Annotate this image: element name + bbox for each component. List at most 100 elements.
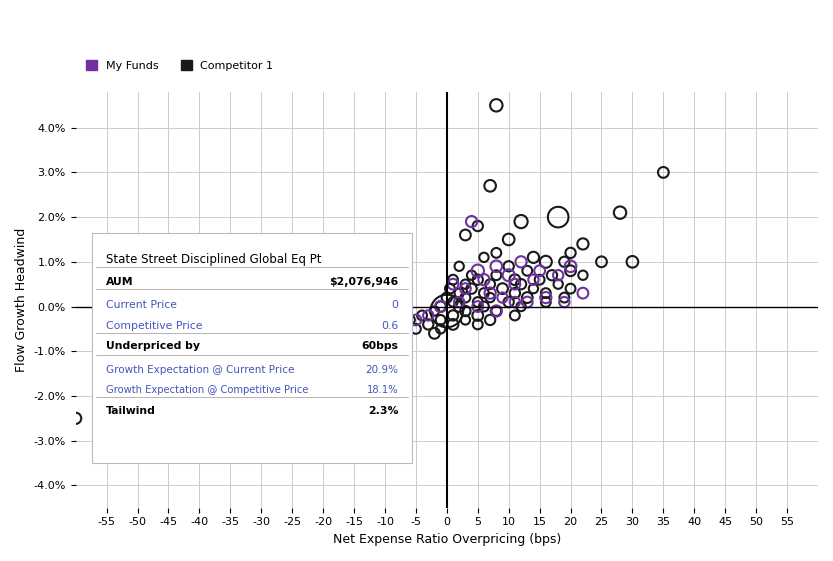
Point xyxy=(539,297,552,306)
Text: 2.3%: 2.3% xyxy=(367,406,398,416)
Point xyxy=(515,217,528,226)
Point xyxy=(508,311,521,320)
Point xyxy=(521,293,534,302)
Point xyxy=(443,284,456,293)
X-axis label: Net Expense Ratio Overpricing (bps): Net Expense Ratio Overpricing (bps) xyxy=(332,533,561,546)
Point xyxy=(465,271,478,280)
Point xyxy=(385,333,398,342)
Point xyxy=(656,168,670,177)
Point xyxy=(508,280,521,289)
Point xyxy=(471,320,485,329)
Point xyxy=(292,356,305,365)
Point xyxy=(477,253,491,262)
Point xyxy=(360,342,373,351)
Point xyxy=(329,342,342,351)
Point xyxy=(335,351,348,360)
Point xyxy=(551,271,565,280)
Point xyxy=(421,320,435,329)
Point xyxy=(551,213,565,222)
Point xyxy=(446,297,460,306)
Point xyxy=(546,271,559,280)
Text: 60bps: 60bps xyxy=(362,341,398,351)
Point xyxy=(342,338,355,347)
Point xyxy=(508,288,521,297)
Point xyxy=(490,262,503,271)
Point xyxy=(440,293,453,302)
Point xyxy=(595,257,608,266)
Point xyxy=(286,414,299,423)
Point xyxy=(440,306,453,315)
Point xyxy=(421,311,435,320)
Point xyxy=(434,315,447,324)
Text: AUM: AUM xyxy=(106,277,133,287)
Point xyxy=(409,324,422,333)
Point xyxy=(613,208,626,217)
Point xyxy=(465,217,478,226)
Point xyxy=(539,293,552,302)
Point xyxy=(452,297,466,306)
Point xyxy=(477,288,491,297)
Point xyxy=(353,333,367,342)
Point xyxy=(428,306,441,315)
Point xyxy=(564,262,577,271)
Text: Underpriced by: Underpriced by xyxy=(106,341,200,351)
Text: Growth Expectation @ Competitive Price: Growth Expectation @ Competitive Price xyxy=(106,385,308,395)
Y-axis label: Flow Growth Headwind: Flow Growth Headwind xyxy=(15,228,28,372)
Point xyxy=(626,257,639,266)
Point xyxy=(490,101,503,110)
Point xyxy=(459,293,472,302)
Point xyxy=(526,253,540,262)
Point xyxy=(452,288,466,297)
Point xyxy=(533,275,546,284)
Text: Competitive Price: Competitive Price xyxy=(106,320,202,330)
Point xyxy=(539,288,552,297)
Point xyxy=(508,275,521,284)
Point xyxy=(564,249,577,257)
Point xyxy=(502,235,516,244)
Point xyxy=(502,262,516,271)
Point xyxy=(502,297,516,306)
Point xyxy=(490,306,503,315)
Point xyxy=(521,266,534,275)
Point xyxy=(483,288,496,297)
Point xyxy=(558,293,571,302)
Point xyxy=(452,302,466,311)
Point xyxy=(539,257,552,266)
Point xyxy=(496,293,509,302)
Point xyxy=(304,351,317,360)
Point xyxy=(459,231,472,240)
Point xyxy=(490,271,503,280)
Point xyxy=(446,280,460,289)
Point xyxy=(533,266,546,275)
Point xyxy=(255,383,268,392)
Text: 0.6: 0.6 xyxy=(381,320,398,330)
Point xyxy=(446,311,460,320)
Text: 18.1%: 18.1% xyxy=(367,385,398,395)
Point xyxy=(446,320,460,329)
Point xyxy=(576,271,590,280)
Point xyxy=(434,302,447,311)
Text: Growth Expectation @ Current Price: Growth Expectation @ Current Price xyxy=(106,365,294,375)
Point xyxy=(515,257,528,266)
Point xyxy=(69,414,82,423)
Point xyxy=(366,329,379,338)
Point xyxy=(483,293,496,302)
Text: $2,076,946: $2,076,946 xyxy=(329,277,398,287)
Point xyxy=(397,329,410,338)
Point xyxy=(526,284,540,293)
Point xyxy=(347,347,361,356)
Point xyxy=(471,297,485,306)
Point xyxy=(477,275,491,284)
Point xyxy=(515,302,528,311)
Point xyxy=(515,280,528,289)
Point xyxy=(372,338,386,347)
Point xyxy=(564,266,577,275)
Point xyxy=(558,297,571,306)
Point xyxy=(502,271,516,280)
Point xyxy=(490,306,503,315)
Point xyxy=(483,280,496,289)
Point xyxy=(459,280,472,289)
Point xyxy=(471,311,485,320)
Point xyxy=(483,315,496,324)
Point xyxy=(471,275,485,284)
